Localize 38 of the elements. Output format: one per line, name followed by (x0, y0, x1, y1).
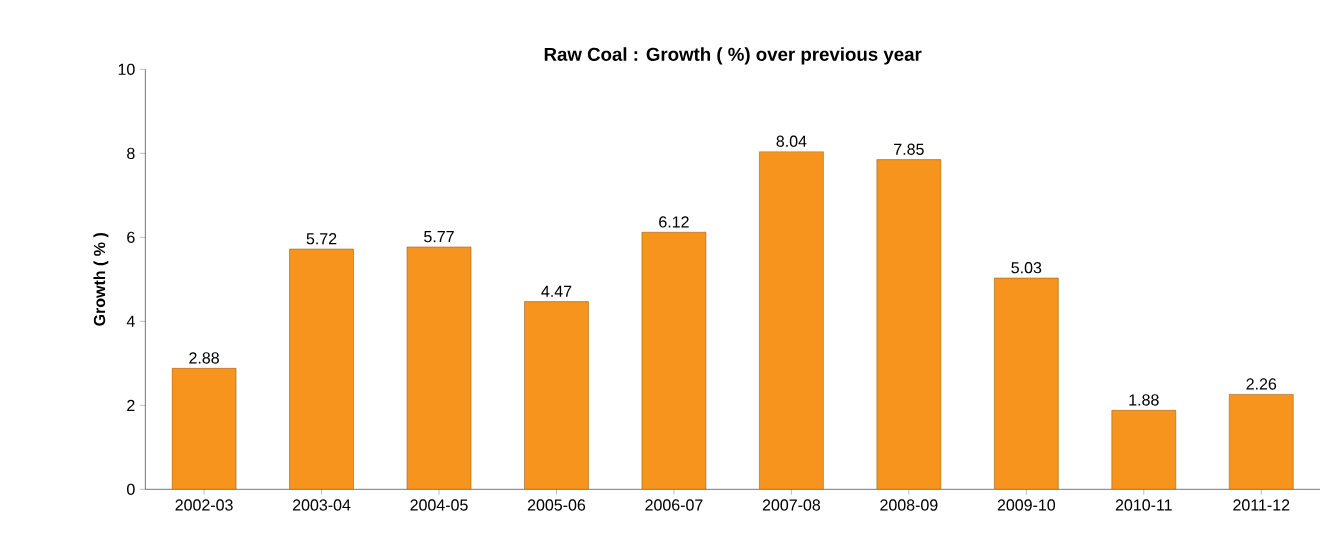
data-label: 7.85 (894, 143, 924, 155)
chart-title: Raw Coal : Growth ( %) over previous year (544, 47, 922, 65)
bar (171, 368, 237, 490)
x-tick-label: 2005-06 (527, 499, 586, 511)
x-tick-label: 2003-04 (292, 499, 351, 511)
bar (994, 277, 1059, 490)
y-tick-label: 6 (127, 231, 135, 243)
data-label: 8.04 (776, 135, 807, 147)
x-tick-label: 2010-11 (1115, 499, 1172, 511)
x-tick-label: 2004-05 (410, 499, 468, 511)
data-label: 2.88 (189, 352, 219, 364)
data-label: 4.47 (541, 285, 572, 297)
x-tick-label: 2011-12 (1233, 499, 1290, 511)
y-tick-label: 10 (118, 63, 135, 75)
x-tick-label: 2007-08 (762, 499, 821, 511)
bar (524, 301, 589, 490)
x-tick-label: 2009-10 (997, 499, 1056, 511)
x-tick-label: 2008-09 (880, 499, 938, 511)
y-axis-title: Growth ( % ) (93, 233, 109, 326)
bar (1111, 410, 1177, 490)
bar (641, 232, 707, 490)
data-label: 1.88 (1129, 394, 1159, 406)
data-label: 2.26 (1246, 378, 1277, 390)
y-tick-label: 0 (127, 483, 135, 495)
y-tick-label: 4 (126, 315, 135, 327)
data-label: 5.72 (306, 233, 337, 245)
bar (759, 151, 824, 490)
bar (876, 159, 942, 490)
data-label: 6.12 (659, 216, 689, 228)
y-tick-label: 8 (127, 147, 135, 159)
x-tick-label: 2006-07 (645, 499, 703, 511)
bar (406, 246, 472, 490)
bar (1229, 394, 1294, 490)
y-tick-label: 2 (127, 399, 135, 411)
data-label: 5.77 (424, 231, 454, 243)
x-tick-label: 2002-03 (175, 499, 233, 511)
data-label: 5.03 (1011, 262, 1042, 274)
bar (289, 248, 354, 490)
